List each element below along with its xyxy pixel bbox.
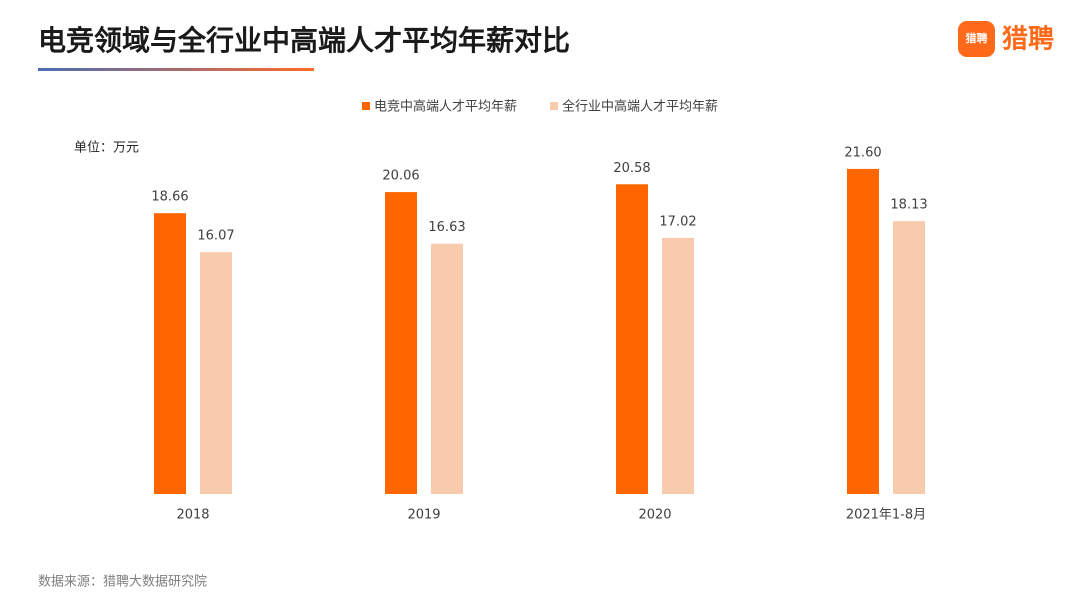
legend-label: 电竞中高端人才平均年薪 [374, 99, 517, 115]
logo-icon [958, 21, 995, 57]
data-label: 16.63 [428, 220, 465, 235]
data-label: 21.60 [844, 145, 881, 160]
x-tick-label: 2020 [638, 508, 671, 523]
data-label: 16.07 [197, 229, 234, 244]
bar [847, 168, 879, 495]
legend-swatch [362, 102, 370, 110]
chart-title: 电竞领域与全行业中高端人才平均年薪对比 [38, 24, 570, 57]
bar [385, 192, 417, 495]
bar [893, 221, 925, 494]
data-label: 20.58 [613, 161, 650, 176]
bar [616, 184, 648, 494]
legend-swatch [550, 102, 558, 110]
source-note: 数据来源：猎聘大数据研究院 [38, 575, 207, 590]
unit-label: 单位：万元 [74, 141, 139, 156]
data-label: 18.13 [890, 198, 927, 213]
bar [154, 213, 186, 495]
logo-icon-text: 猎聘 [966, 31, 988, 45]
x-tick-label: 2019 [407, 508, 440, 523]
bar [662, 237, 694, 494]
title-underline [38, 68, 314, 71]
bar [200, 252, 232, 494]
data-label: 17.02 [659, 214, 696, 229]
x-tick-label: 2018 [176, 508, 209, 523]
data-label: 18.66 [151, 190, 188, 205]
data-label: 20.06 [382, 169, 419, 184]
legend-label: 全行业中高端人才平均年薪 [562, 99, 718, 115]
bar [431, 243, 463, 494]
logo-text: 猎聘 [1002, 25, 1054, 55]
x-tick-label: 2021年1-8月 [846, 508, 926, 523]
